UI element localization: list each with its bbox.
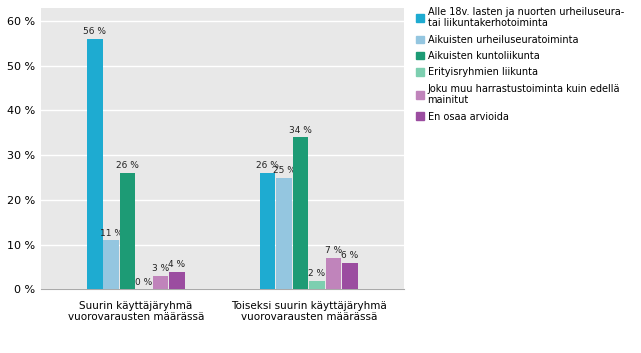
Bar (293, 137, 308, 289)
Text: 7 %: 7 % (325, 246, 342, 256)
Text: 34 %: 34 % (289, 126, 312, 134)
Text: 25 %: 25 % (272, 166, 296, 175)
Bar (169, 271, 185, 289)
Bar (309, 281, 325, 289)
Text: 4 %: 4 % (169, 260, 185, 269)
Bar (153, 276, 168, 289)
Bar (342, 263, 358, 289)
Legend: Alle 18v. lasten ja nuorten urheiluseura-
tai liikuntakerhotoiminta, Aikuisten u: Alle 18v. lasten ja nuorten urheiluseura… (416, 7, 624, 121)
Bar (276, 178, 292, 289)
Bar (87, 39, 103, 289)
Text: 11 %: 11 % (100, 228, 122, 238)
Bar (326, 258, 341, 289)
Text: 56 %: 56 % (83, 27, 106, 36)
Text: 2 %: 2 % (308, 269, 326, 278)
Text: 26 %: 26 % (116, 161, 139, 170)
Bar (260, 173, 276, 289)
Text: 26 %: 26 % (256, 161, 279, 170)
Text: 3 %: 3 % (152, 264, 169, 273)
Text: 0 %: 0 % (135, 278, 153, 287)
Text: 6 %: 6 % (341, 251, 358, 260)
Bar (120, 173, 135, 289)
Bar (103, 240, 119, 289)
